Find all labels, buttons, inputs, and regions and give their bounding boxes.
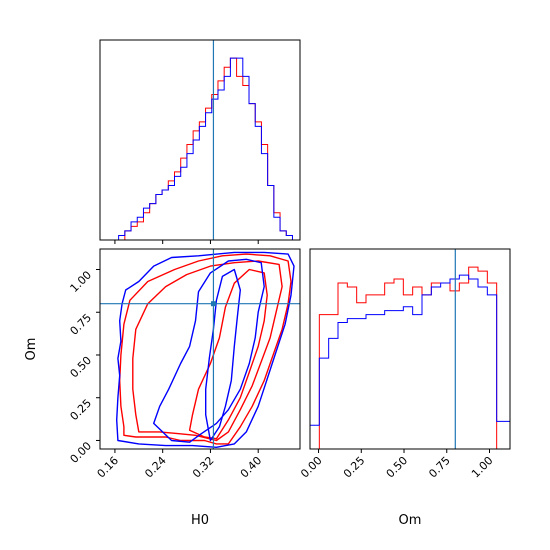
h0-om-contour-panel: 0.16 0.24 0.32 0.40 0.00 0.25 0.50 0.75 1.00 [68, 248, 301, 481]
om-histogram-frame [309, 248, 511, 450]
contour-frame [99, 248, 301, 450]
h0-axis-label: H0 [191, 513, 209, 528]
h0-tick-label: 0.24 [142, 454, 169, 481]
om-histogram-series-blue [310, 274, 510, 449]
h0-histogram-series-blue [100, 57, 300, 240]
h0-histogram-plot-area [100, 57, 300, 240]
h0-histogram-series-red [100, 57, 300, 240]
om-tick-label-bottom: 0.75 [426, 454, 453, 481]
om-tick-label-left: 1.00 [68, 268, 95, 295]
contour-red-level-2 [132, 260, 283, 442]
truth-point-marker [210, 301, 216, 307]
om-tick-label-left: 0.75 [68, 311, 95, 338]
contour-blue-level-2 [152, 258, 265, 443]
h0-tick-label: 0.32 [190, 454, 217, 481]
contour-blue-level-1 [115, 251, 295, 448]
h0-tick-label: 0.40 [238, 454, 265, 481]
om-tick-label-bottom: 1.00 [469, 454, 496, 481]
om-histogram-panel: 0.00 0.25 0.50 0.75 1.00 [298, 248, 511, 481]
om-tick-label-bottom: 0.00 [298, 454, 325, 481]
om-histogram-series-red [310, 266, 510, 449]
contour-plot-area [115, 251, 295, 448]
om-histogram-plot-area [310, 266, 510, 449]
om-axis-label-left: Om [24, 338, 39, 361]
om-tick-label-left: 0.00 [68, 439, 95, 466]
h0-histogram-frame [99, 39, 301, 241]
om-tick-label-bottom: 0.25 [341, 454, 368, 481]
h0-tick-label: 0.16 [95, 454, 122, 481]
om-tick-label-bottom: 0.50 [384, 454, 411, 481]
h0-histogram-panel [99, 39, 301, 244]
contour-blue-level-3 [204, 268, 242, 442]
contour-red-level-1 [118, 253, 292, 445]
om-axis-label-bottom: Om [399, 513, 422, 528]
om-tick-label-left: 0.50 [68, 354, 95, 381]
om-tick-label-left: 0.25 [68, 397, 95, 424]
